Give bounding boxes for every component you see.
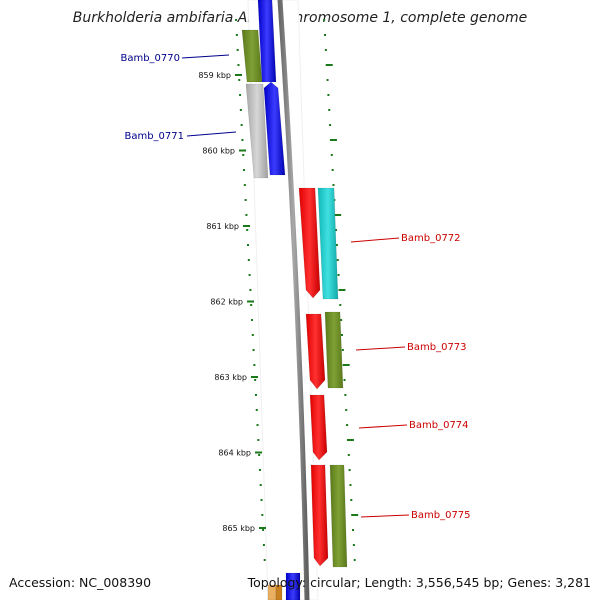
gene-leader-line: [186, 131, 237, 137]
red-gene-arrow: [305, 313, 326, 390]
cyan-gene: [317, 187, 339, 300]
orange-gene: [275, 584, 283, 600]
gene-leader-line: [181, 54, 230, 59]
gene-label: Bamb_0775: [411, 510, 471, 521]
gene-label: Bamb_0772: [401, 233, 461, 244]
tick-label: 863 kbp: [214, 373, 247, 382]
olive-gene: [241, 29, 263, 83]
accession-text: Accession: NC_008390: [9, 575, 152, 590]
gene-leader-line: [360, 514, 410, 518]
tick-label: 865 kbp: [222, 524, 255, 533]
olive-gene: [329, 464, 348, 568]
gene-label: Bamb_0771: [124, 131, 184, 142]
map-title: Burkholderia ambifaria AMMD chromosome 1…: [72, 10, 528, 26]
blue-gene: [285, 572, 301, 600]
tick-label: 860 kbp: [202, 147, 235, 156]
red-gene-arrow: [309, 394, 328, 461]
gene-leader-line: [355, 346, 406, 351]
gene-label: Bamb_0770: [120, 53, 180, 64]
blue-gene-arrow: [263, 81, 286, 176]
gene-leader-line: [350, 237, 400, 243]
grey-gene: [245, 83, 269, 179]
gene-label: Bamb_0774: [409, 420, 469, 431]
genome-summary-text: Topology: circular; Length: 3,556,545 bp…: [247, 575, 591, 590]
backbone-line: [277, 0, 310, 600]
tick-label: 859 kbp: [198, 71, 231, 80]
orange-gene: [267, 584, 277, 600]
tick-label: 864 kbp: [218, 449, 251, 458]
tick-label: 862 kbp: [210, 298, 243, 307]
gene-leader-line: [358, 424, 408, 429]
gene-label: Bamb_0773: [407, 342, 467, 353]
olive-gene: [324, 311, 344, 389]
red-gene-arrow: [310, 464, 329, 567]
blue-gene: [257, 0, 277, 83]
tick-label: 861 kbp: [206, 222, 239, 231]
red-gene-arrow: [298, 187, 321, 299]
